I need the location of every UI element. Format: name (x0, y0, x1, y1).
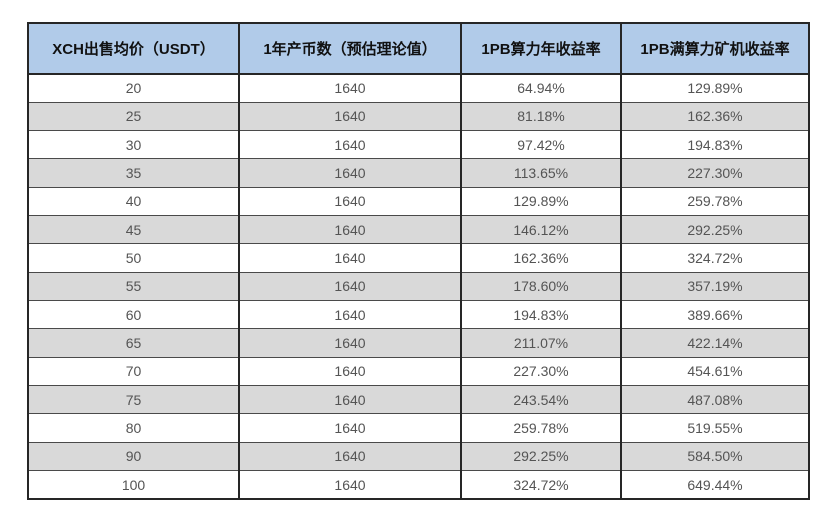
column-header-yield-miner: 1PB满算力矿机收益率 (620, 23, 810, 75)
table-row: 25 1640 81.18% 162.36% (27, 101, 810, 132)
table-cell: 1640 (238, 385, 462, 415)
table-cell: 194.83% (460, 300, 622, 330)
table-cell: 25 (27, 101, 240, 132)
table-cell: 90 (27, 441, 240, 472)
column-header-price: XCH出售均价（USDT） (27, 23, 240, 75)
table-cell: 1640 (238, 441, 462, 472)
table-cell: 20 (27, 73, 240, 103)
table-cell: 227.30% (620, 158, 810, 188)
table-row: 45 1640 146.12% 292.25% (27, 215, 810, 245)
table-row: 40 1640 129.89% 259.78% (27, 186, 810, 217)
table-cell: 40 (27, 186, 240, 217)
table-cell: 162.36% (620, 101, 810, 132)
table-cell: 194.83% (620, 130, 810, 160)
table-cell: 357.19% (620, 271, 810, 302)
table-cell: 100 (27, 470, 240, 500)
table-row: 50 1640 162.36% 324.72% (27, 243, 810, 273)
table-cell: 30 (27, 130, 240, 160)
table-cell: 1640 (238, 130, 462, 160)
table-row: 75 1640 243.54% 487.08% (27, 385, 810, 415)
column-header-yield-1pb: 1PB算力年收益率 (460, 23, 622, 75)
xch-yield-table: XCH出售均价（USDT） 1年产币数（预估理论值） 1PB算力年收益率 1PB… (27, 22, 810, 500)
table-cell: 324.72% (620, 243, 810, 273)
table-body: 20 1640 64.94% 129.89% 25 1640 81.18% 162.36% 30… (27, 73, 810, 500)
table-row: 30 1640 97.42% 194.83% (27, 130, 810, 160)
table-cell: 70 (27, 356, 240, 387)
table-row: 90 1640 292.25% 584.50% (27, 441, 810, 472)
table-cell: 1640 (238, 413, 462, 443)
table-cell: 1640 (238, 243, 462, 273)
table-cell: 1640 (238, 470, 462, 500)
table-row: 70 1640 227.30% 454.61% (27, 356, 810, 387)
table-row: 80 1640 259.78% 519.55% (27, 413, 810, 443)
table-row: 20 1640 64.94% 129.89% (27, 73, 810, 103)
table-cell: 80 (27, 413, 240, 443)
table-cell: 1640 (238, 328, 462, 358)
table-cell: 50 (27, 243, 240, 273)
table-cell: 129.89% (620, 73, 810, 103)
table-cell: 259.78% (620, 186, 810, 217)
table-cell: 178.60% (460, 271, 622, 302)
table-row: 35 1640 113.65% 227.30% (27, 158, 810, 188)
table-cell: 65 (27, 328, 240, 358)
table-cell: 259.78% (460, 413, 622, 443)
table-row: 55 1640 178.60% 357.19% (27, 271, 810, 302)
table-cell: 75 (27, 385, 240, 415)
table-cell: 324.72% (460, 470, 622, 500)
table-row: 60 1640 194.83% 389.66% (27, 300, 810, 330)
table-cell: 35 (27, 158, 240, 188)
column-header-coins: 1年产币数（预估理论值） (238, 23, 462, 75)
table-cell: 55 (27, 271, 240, 302)
table-cell: 292.25% (620, 215, 810, 245)
table-cell: 243.54% (460, 385, 622, 415)
table-cell: 1640 (238, 356, 462, 387)
table-cell: 389.66% (620, 300, 810, 330)
table-cell: 64.94% (460, 73, 622, 103)
table-cell: 454.61% (620, 356, 810, 387)
table-cell: 1640 (238, 158, 462, 188)
table-row: 100 1640 324.72% 649.44% (27, 470, 810, 500)
table-cell: 97.42% (460, 130, 622, 160)
table-cell: 113.65% (460, 158, 622, 188)
table-cell: 1640 (238, 186, 462, 217)
header-row: XCH出售均价（USDT） 1年产币数（预估理论值） 1PB算力年收益率 1PB… (27, 23, 810, 75)
table-cell: 649.44% (620, 470, 810, 500)
table-cell: 1640 (238, 73, 462, 103)
table-cell: 422.14% (620, 328, 810, 358)
table-cell: 146.12% (460, 215, 622, 245)
table-cell: 584.50% (620, 441, 810, 472)
table-cell: 45 (27, 215, 240, 245)
table-cell: 162.36% (460, 243, 622, 273)
table-cell: 227.30% (460, 356, 622, 387)
table-row: 65 1640 211.07% 422.14% (27, 328, 810, 358)
table-cell: 60 (27, 300, 240, 330)
table-cell: 292.25% (460, 441, 622, 472)
table-cell: 1640 (238, 300, 462, 330)
table-cell: 519.55% (620, 413, 810, 443)
table-cell: 1640 (238, 271, 462, 302)
table-cell: 129.89% (460, 186, 622, 217)
table-cell: 81.18% (460, 101, 622, 132)
table-cell: 1640 (238, 101, 462, 132)
table-cell: 211.07% (460, 328, 622, 358)
table-cell: 487.08% (620, 385, 810, 415)
table-cell: 1640 (238, 215, 462, 245)
